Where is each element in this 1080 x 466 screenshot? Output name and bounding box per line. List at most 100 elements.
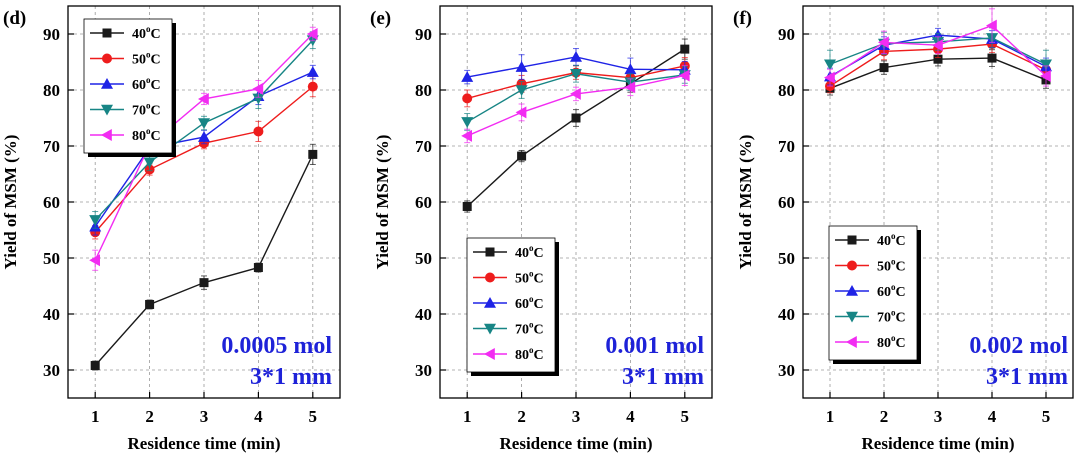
data-point (143, 157, 156, 169)
data-point (89, 254, 100, 267)
series-80c (461, 64, 690, 144)
data-point (253, 263, 263, 273)
legend-marker (485, 247, 495, 257)
x-tick-label: 2 (880, 407, 889, 426)
legend-marker (484, 297, 496, 308)
y-axis-label: Yield of MSM (%) (373, 135, 392, 270)
y-tick-label: 80 (415, 81, 432, 100)
x-tick-label: 4 (626, 407, 635, 426)
legend-label: 50oC (132, 50, 161, 68)
data-point (517, 151, 527, 161)
y-tick-label: 90 (415, 25, 432, 44)
data-point (253, 126, 264, 137)
legend: 40oC 50oC 60oC 70oC 80oC (828, 225, 921, 364)
data-point (461, 129, 472, 142)
legend-label: 40oC (132, 24, 161, 42)
y-tick-label: 90 (778, 25, 795, 44)
legend-marker (102, 28, 112, 38)
data-point (252, 82, 264, 95)
legend-label: 80oC (877, 333, 906, 351)
legend-label: 70oC (132, 101, 161, 119)
legend-label: 60oC (877, 282, 906, 300)
data-point (680, 44, 690, 54)
legend-label: 80oC (515, 345, 544, 363)
data-point (461, 71, 474, 82)
data-point (570, 68, 582, 80)
annotation-channel: 3*1 mm (250, 364, 332, 390)
data-point (198, 131, 210, 142)
y-tick-label: 80 (43, 81, 60, 100)
data-point (462, 93, 473, 104)
y-tick-label: 80 (778, 81, 795, 100)
y-tick-label: 30 (778, 361, 795, 380)
annotation-channel: 3*1 mm (622, 364, 704, 390)
legend-marker (846, 336, 857, 348)
legend-label: 60oC (132, 75, 161, 93)
panel-letter: (f) (733, 8, 752, 29)
legend-label: 70oC (877, 308, 906, 326)
legend-marker (484, 323, 496, 335)
y-tick-label: 60 (43, 193, 60, 212)
x-tick-label: 1 (463, 407, 472, 426)
data-point (878, 36, 889, 49)
x-tick-label: 3 (934, 407, 943, 426)
x-axis-label: Residence time (min) (862, 434, 1015, 453)
x-tick-label: 1 (91, 407, 100, 426)
data-point (90, 361, 100, 371)
legend-label: 70oC (515, 320, 544, 338)
x-tick-label: 2 (517, 407, 526, 426)
data-point (824, 59, 836, 71)
legend-label: 60oC (515, 294, 544, 312)
legend-marker (102, 53, 112, 64)
x-axis-label: Residence time (min) (500, 434, 653, 453)
y-axis-label: Yield of MSM (%) (736, 135, 755, 270)
chart-panel-d: 30 40 50 60 70 80 90 1 2 3 4 5 Residence time (min) Y… (1, 5, 341, 453)
y-tick-label: 70 (415, 137, 432, 156)
annotation-channel: 3*1 mm (986, 364, 1068, 390)
legend-marker (846, 285, 858, 296)
legend-label: 50oC (515, 269, 544, 287)
legend-marker (847, 235, 857, 245)
x-tick-label: 5 (681, 407, 690, 426)
data-point (199, 278, 209, 288)
chart-panel-e: 30 40 50 60 70 80 90 1 2 3 4 5 Residence time (min) Y… (370, 5, 713, 453)
annotation-amount: 0.002 mol (969, 333, 1068, 359)
series-40c (462, 38, 690, 213)
y-tick-label: 50 (778, 249, 795, 268)
data-point (824, 71, 835, 84)
data-point (933, 54, 943, 64)
data-point (515, 61, 528, 72)
y-tick-label: 70 (778, 137, 795, 156)
legend-marker (101, 104, 113, 116)
legend-marker (484, 348, 495, 360)
legend-marker (847, 260, 857, 271)
data-point (570, 50, 582, 62)
data-point (515, 85, 528, 96)
legend-label: 50oC (877, 257, 906, 275)
y-tick-label: 90 (43, 25, 60, 44)
series-40c (90, 143, 318, 371)
y-tick-label: 30 (415, 361, 432, 380)
y-tick-label: 60 (778, 193, 795, 212)
data-point (462, 201, 472, 211)
data-point (678, 69, 690, 82)
data-point (932, 39, 943, 52)
x-tick-label: 4 (254, 407, 263, 426)
x-tick-label: 3 (572, 407, 581, 426)
data-point (89, 215, 102, 226)
legend-label: 80oC (132, 126, 161, 144)
data-point (308, 149, 318, 159)
panel-letter: (d) (3, 8, 26, 29)
data-point (570, 87, 581, 100)
data-point (1040, 59, 1052, 71)
x-tick-label: 2 (145, 407, 154, 426)
legend-box (466, 237, 556, 373)
legend-label: 40oC (877, 231, 906, 249)
data-point (461, 117, 474, 128)
data-point (624, 63, 637, 75)
data-point (306, 66, 319, 77)
x-tick-label: 4 (988, 407, 997, 426)
data-point (879, 63, 889, 73)
data-point (986, 19, 997, 32)
